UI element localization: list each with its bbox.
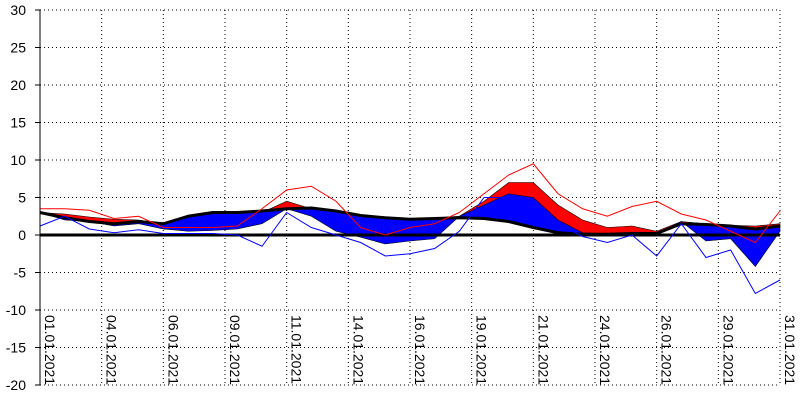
y-tick-label: 5 [18,190,26,206]
y-tick-label: -5 [14,265,27,281]
y-tick-label: -15 [6,340,26,356]
x-tick-label: 14.01.2021 [350,315,366,385]
x-tick-label: 06.01.2021 [165,315,181,385]
x-tick-label: 21.01.2021 [535,315,551,385]
x-tick-label: 01.01.2021 [42,315,58,385]
x-tick-label: 24.01.2021 [597,315,613,385]
line-layer [39,163,781,295]
thin-line-1 [40,163,781,244]
y-tick-label: 0 [18,227,26,243]
y-tick-label: 15 [10,115,26,131]
axis-layer [35,9,41,386]
x-tick-label: 11.01.2021 [289,315,305,384]
y-tick-label: 25 [10,40,26,56]
thin-line-2 [39,197,781,295]
y-tick-label: 10 [10,152,26,168]
y-tick-label: -10 [6,302,26,318]
y-tick-labels: 30 25 20 15 10 5 0 -5 -10 -15 -20 [6,2,26,393]
x-tick-label: 04.01.2021 [104,315,120,385]
reference-line [39,206,781,236]
x-tick-label: 09.01.2021 [227,315,243,385]
x-tick-labels: 01.01.2021 04.01.2021 06.01.2021 09.01.2021… [42,315,798,385]
x-tick-label: 31.01.2021 [782,315,798,385]
x-tick-label: 29.01.2021 [720,315,736,385]
x-tick-label: 16.01.2021 [412,315,428,385]
x-tick-label: 26.01.2021 [659,315,675,385]
y-tick-label: 20 [10,77,26,93]
x-tick-label: 19.01.2021 [474,315,490,385]
y-tick-label: 30 [10,2,26,18]
y-tick-label: -20 [6,377,26,393]
